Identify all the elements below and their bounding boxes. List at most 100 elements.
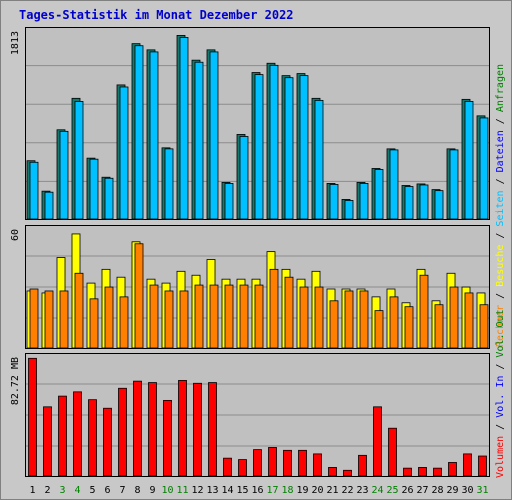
legend-vol_out: Vol. Out	[495, 309, 506, 357]
x-tick-day-15: 15	[236, 485, 248, 496]
bar-rechner-day-18	[284, 276, 294, 349]
x-tick-day-9: 9	[149, 485, 155, 496]
bar-volumen-day-12	[193, 382, 202, 477]
bar-dateien-day-25	[389, 149, 399, 220]
bar-dateien-day-13	[209, 51, 219, 220]
legend-anfragen: Anfragen	[495, 64, 506, 112]
legend-separator: /	[495, 112, 506, 130]
bar-dateien-day-1	[29, 161, 39, 220]
bar-rechner-day-27	[419, 274, 429, 349]
bar-rechner-day-17	[269, 268, 279, 349]
bar-dateien-day-31	[479, 117, 489, 220]
bar-dateien-day-21	[329, 184, 339, 220]
bar-volumen-day-22	[343, 469, 352, 477]
bar-volumen-day-4	[73, 391, 82, 477]
x-tick-day-25: 25	[386, 485, 398, 496]
bar-rechner-day-28	[434, 304, 444, 349]
bar-volumen-day-2	[43, 406, 52, 477]
x-tick-day-27: 27	[416, 485, 428, 496]
bar-dateien-day-26	[404, 186, 414, 220]
x-tick-day-1: 1	[29, 485, 35, 496]
bar-rechner-day-24	[374, 310, 384, 349]
x-tick-day-7: 7	[119, 485, 125, 496]
legend-besuche: Besuche	[495, 245, 506, 287]
bar-rechner-day-11	[179, 290, 189, 349]
bar-dateien-day-22	[344, 200, 354, 220]
bar-volumen-day-7	[118, 387, 127, 477]
x-tick-day-31: 31	[476, 485, 488, 496]
bar-dateien-day-20	[314, 99, 324, 220]
bar-rechner-day-21	[329, 300, 339, 349]
bar-rechner-day-19	[299, 286, 309, 349]
bar-volumen-day-10	[163, 399, 172, 477]
x-tick-day-2: 2	[44, 485, 50, 496]
bar-rechner-day-22	[344, 290, 354, 349]
x-tick-day-16: 16	[251, 485, 263, 496]
bar-rechner-day-16	[254, 284, 264, 349]
bar-rechner-day-30	[464, 292, 474, 349]
legend-separator: /	[495, 227, 506, 245]
x-tick-day-24: 24	[371, 485, 383, 496]
bar-volumen-day-29	[448, 462, 457, 477]
bar-volumen-day-8	[133, 380, 142, 477]
x-tick-day-11: 11	[176, 485, 188, 496]
x-tick-day-5: 5	[89, 485, 95, 496]
top_panel-frame	[25, 27, 490, 220]
x-tick-day-28: 28	[431, 485, 443, 496]
bar-dateien-day-6	[104, 177, 114, 220]
bar-rechner-day-20	[314, 286, 324, 349]
bar-volumen-day-9	[148, 382, 157, 477]
bar-volumen-day-6	[103, 407, 112, 477]
bar-dateien-day-11	[179, 37, 189, 220]
x-tick-day-8: 8	[134, 485, 140, 496]
bar-rechner-day-14	[224, 284, 234, 349]
bottom_panel-max-label: 82.72 MB	[10, 357, 21, 405]
legend-separator: /	[495, 172, 506, 190]
bar-dateien-day-16	[254, 74, 264, 220]
bar-volumen-day-17	[268, 447, 277, 477]
bar-rechner-day-3	[59, 290, 69, 349]
x-tick-day-4: 4	[74, 485, 80, 496]
bar-volumen-day-31	[478, 455, 487, 477]
legend-separator: /	[495, 287, 506, 305]
bottom_panel-frame	[25, 353, 490, 477]
bar-dateien-day-15	[239, 136, 249, 220]
x-tick-day-30: 30	[461, 485, 473, 496]
x-tick-day-21: 21	[326, 485, 338, 496]
top_panel-max-label: 1813	[10, 31, 21, 55]
bar-volumen-day-15	[238, 459, 247, 477]
bar-dateien-day-10	[164, 148, 174, 220]
bar-rechner-day-4	[74, 272, 84, 349]
bar-volumen-day-21	[328, 467, 337, 477]
x-tick-day-23: 23	[356, 485, 368, 496]
bar-volumen-day-27	[418, 467, 427, 477]
legend-rechner: Rechner	[495, 305, 506, 347]
bar-rechner-day-12	[194, 284, 204, 349]
x-tick-day-17: 17	[266, 485, 278, 496]
legend-separator: /	[495, 418, 506, 436]
bar-rechner-day-6	[104, 286, 114, 349]
bar-dateien-day-30	[464, 101, 474, 220]
legend-vol_in: Vol. In	[495, 376, 506, 418]
bar-dateien-day-2	[44, 191, 54, 220]
bar-volumen-day-30	[463, 453, 472, 477]
bar-rechner-day-31	[479, 304, 489, 349]
bar-dateien-day-29	[449, 149, 459, 220]
bar-volumen-day-1	[28, 357, 37, 477]
bar-rechner-day-1	[29, 288, 39, 349]
bar-dateien-day-8	[134, 45, 144, 220]
legend-separator: /	[495, 358, 506, 376]
bar-rechner-day-5	[89, 298, 99, 349]
x-tick-day-6: 6	[104, 485, 110, 496]
legend-seiten: Seiten	[495, 190, 506, 226]
x-tick-day-26: 26	[401, 485, 413, 496]
bar-volumen-day-18	[283, 449, 292, 477]
bar-dateien-day-4	[74, 101, 84, 220]
bar-dateien-day-24	[374, 169, 384, 220]
bar-rechner-day-25	[389, 296, 399, 349]
legend-dateien: Dateien	[495, 130, 506, 172]
bar-volumen-day-11	[178, 380, 187, 477]
x-tick-day-22: 22	[341, 485, 353, 496]
legend-bottom: Volumen / Vol. In / Vol. Out	[495, 309, 506, 478]
